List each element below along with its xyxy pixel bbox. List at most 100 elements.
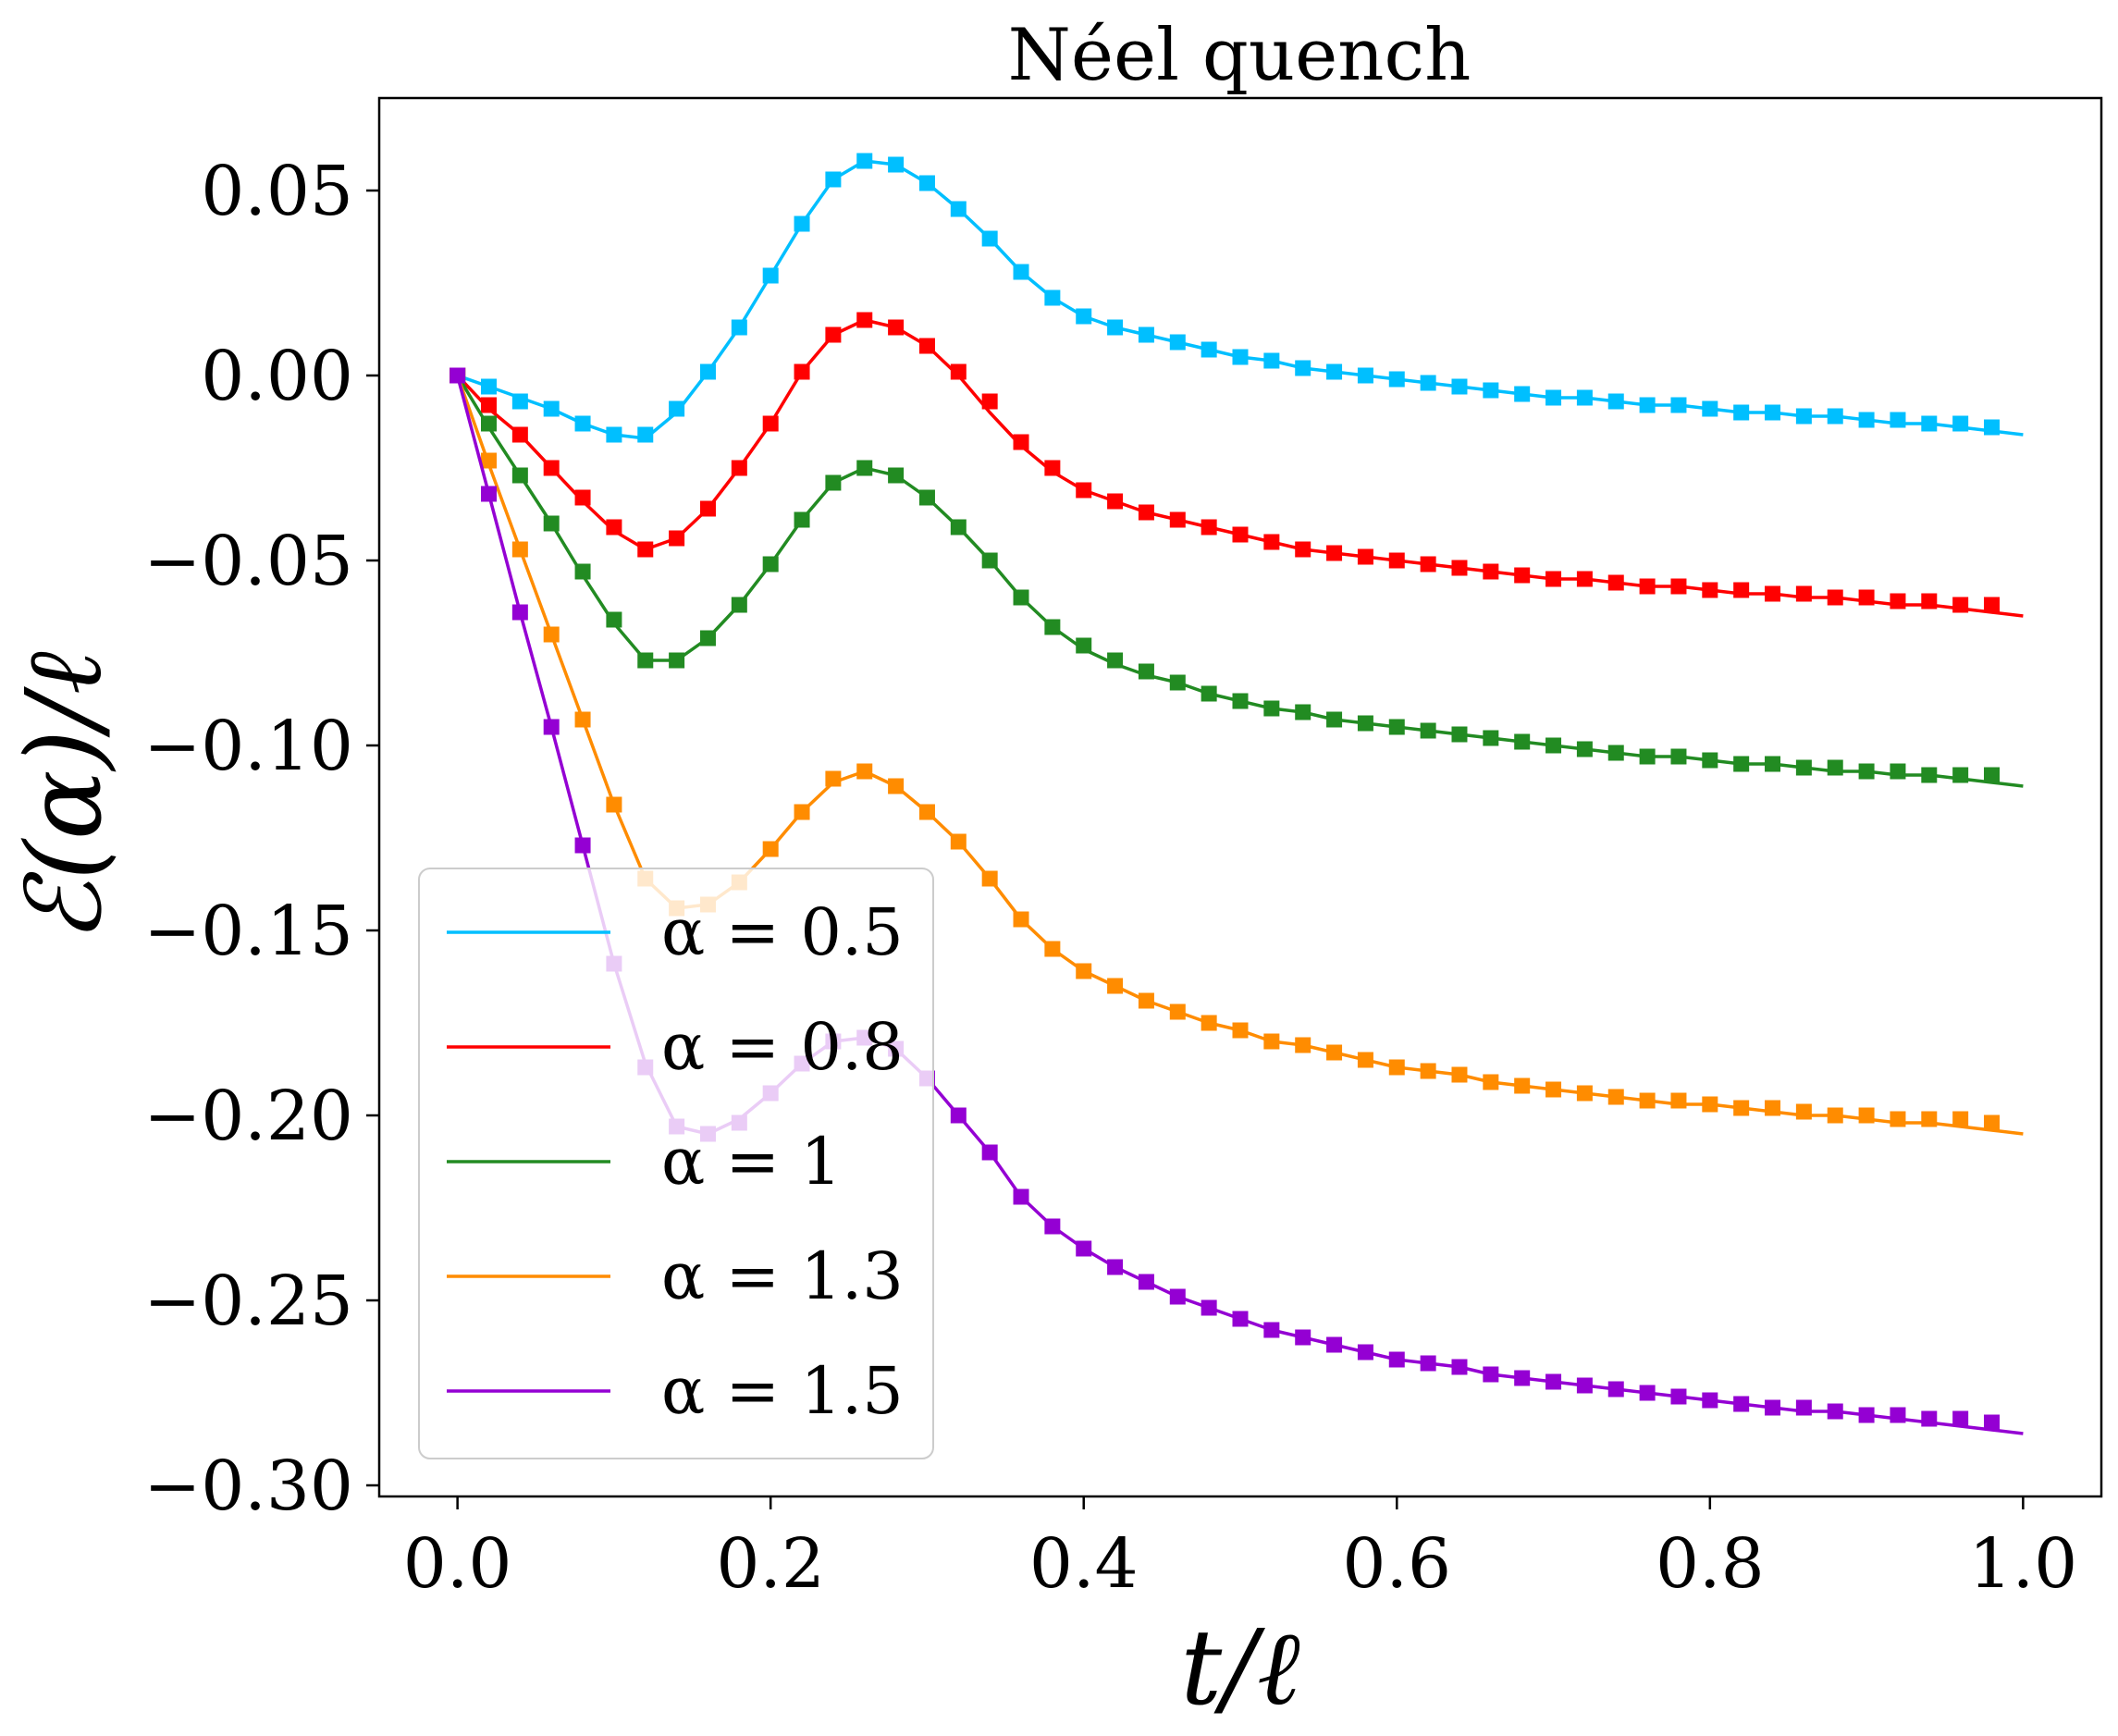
series-marker-0-47 [1921, 415, 1938, 432]
series-marker-4-32 [1451, 1359, 1468, 1375]
series-marker-1-48 [1952, 597, 1969, 613]
series-marker-1-47 [1921, 593, 1938, 609]
series-marker-0-32 [1451, 378, 1468, 395]
series-marker-1-13 [856, 312, 873, 328]
series-marker-3-12 [825, 770, 842, 787]
legend-label-1: α = 0.8 [661, 1009, 904, 1085]
series-marker-2-10 [762, 556, 779, 573]
series-marker-0-27 [1295, 360, 1311, 376]
series-marker-4-33 [1483, 1366, 1499, 1383]
series-marker-4-44 [1827, 1403, 1843, 1420]
series-marker-1-25 [1232, 526, 1249, 543]
series-marker-0-18 [1013, 264, 1029, 280]
series-marker-1-9 [731, 460, 747, 476]
series-marker-1-26 [1263, 534, 1280, 550]
x-tick-label-3: 0.6 [1342, 1524, 1451, 1604]
series-marker-0-2 [511, 393, 528, 410]
series-marker-4-29 [1357, 1344, 1373, 1360]
series-marker-0-34 [1514, 386, 1531, 402]
series-marker-3-38 [1639, 1092, 1656, 1109]
series-marker-0-36 [1576, 389, 1593, 406]
series-marker-3-25 [1232, 1022, 1249, 1039]
series-marker-2-8 [699, 630, 716, 646]
series-marker-3-31 [1420, 1063, 1436, 1079]
series-marker-0-43 [1795, 408, 1812, 425]
series-marker-4-16 [950, 1107, 967, 1124]
series-marker-4-23 [1169, 1288, 1186, 1305]
y-axis: 0.05 0.00 −0.05 −0.10 −0.15 −0.20 −0.25 −0.30 [143, 152, 379, 1526]
series-marker-2-25 [1232, 693, 1249, 709]
series-marker-1-16 [950, 363, 967, 380]
y-tick-label-0: 0.05 [201, 152, 353, 231]
series-marker-4-47 [1921, 1410, 1938, 1427]
y-tick-label-2: −0.05 [143, 522, 353, 601]
series-marker-2-28 [1326, 711, 1343, 728]
series-marker-1-34 [1514, 567, 1531, 584]
series-marker-2-48 [1952, 767, 1969, 783]
series-marker-1-35 [1545, 571, 1562, 587]
series-marker-2-43 [1795, 759, 1812, 776]
series-marker-4-36 [1576, 1377, 1593, 1394]
series-marker-3-21 [1107, 978, 1124, 994]
series-marker-3-39 [1670, 1092, 1687, 1109]
series-marker-3-15 [918, 804, 935, 820]
series-marker-3-23 [1169, 1003, 1186, 1020]
series-marker-2-17 [981, 552, 998, 569]
series-marker-2-29 [1357, 715, 1373, 732]
series-marker-4-21 [1107, 1259, 1124, 1275]
series-marker-0-40 [1702, 400, 1718, 417]
series-marker-2-39 [1670, 748, 1687, 765]
series-marker-1-49 [1984, 597, 2001, 613]
series-marker-1-18 [1013, 434, 1029, 450]
legend-box [418, 868, 934, 1459]
series-marker-3-20 [1076, 963, 1092, 979]
y-axis-label: ℰ(α)/ℓ [5, 651, 125, 943]
series-marker-0-25 [1232, 349, 1249, 365]
series-marker-1-17 [981, 393, 998, 410]
series-marker-1-40 [1702, 582, 1718, 598]
series-marker-2-47 [1921, 767, 1938, 783]
series-marker-2-45 [1858, 763, 1875, 780]
series-marker-2-3 [543, 515, 560, 532]
series-marker-2-32 [1451, 726, 1468, 743]
series-marker-4-45 [1858, 1407, 1875, 1423]
series-marker-0-38 [1639, 397, 1656, 413]
series-marker-3-44 [1827, 1107, 1843, 1124]
series-marker-2-22 [1138, 663, 1154, 680]
series-marker-0-30 [1388, 371, 1405, 388]
series-marker-4-2 [511, 604, 528, 621]
series-marker-2-11 [794, 511, 810, 528]
series-marker-2-6 [637, 652, 654, 669]
series-marker-0-8 [699, 363, 716, 380]
series-marker-0-29 [1357, 367, 1373, 384]
series-marker-4-38 [1639, 1385, 1656, 1401]
series-marker-0-13 [856, 153, 873, 169]
series-marker-3-29 [1357, 1052, 1373, 1068]
series-marker-4-40 [1702, 1392, 1718, 1409]
series-marker-3-10 [762, 841, 779, 857]
legend-label-2: α = 1 [661, 1124, 842, 1200]
series-marker-0-49 [1984, 419, 2001, 436]
y-tick-label-7: −0.30 [143, 1447, 353, 1526]
series-marker-2-12 [825, 474, 842, 491]
series-marker-1-11 [794, 363, 810, 380]
series-marker-3-49 [1984, 1114, 2001, 1131]
series-marker-2-24 [1201, 685, 1217, 702]
series-marker-1-31 [1420, 556, 1436, 573]
series-marker-1-14 [888, 319, 905, 336]
series-marker-2-40 [1702, 752, 1718, 769]
series-marker-4-34 [1514, 1370, 1531, 1386]
series-marker-3-26 [1263, 1033, 1280, 1050]
chart-title: Néel quench [1008, 14, 1472, 97]
series-1 [449, 312, 2024, 618]
x-axis: 0.0 0.2 0.4 0.6 0.8 1.0 [403, 1496, 2077, 1604]
series-marker-4-4 [574, 837, 591, 854]
series-marker-2-35 [1545, 737, 1562, 754]
series-marker-2-36 [1576, 741, 1593, 757]
series-marker-4-17 [981, 1144, 998, 1161]
y-tick-label-3: −0.10 [143, 707, 353, 786]
series-marker-2-42 [1765, 756, 1781, 772]
series-marker-3-36 [1576, 1085, 1593, 1102]
series-marker-3-43 [1795, 1103, 1812, 1120]
series-marker-0-5 [606, 426, 622, 443]
